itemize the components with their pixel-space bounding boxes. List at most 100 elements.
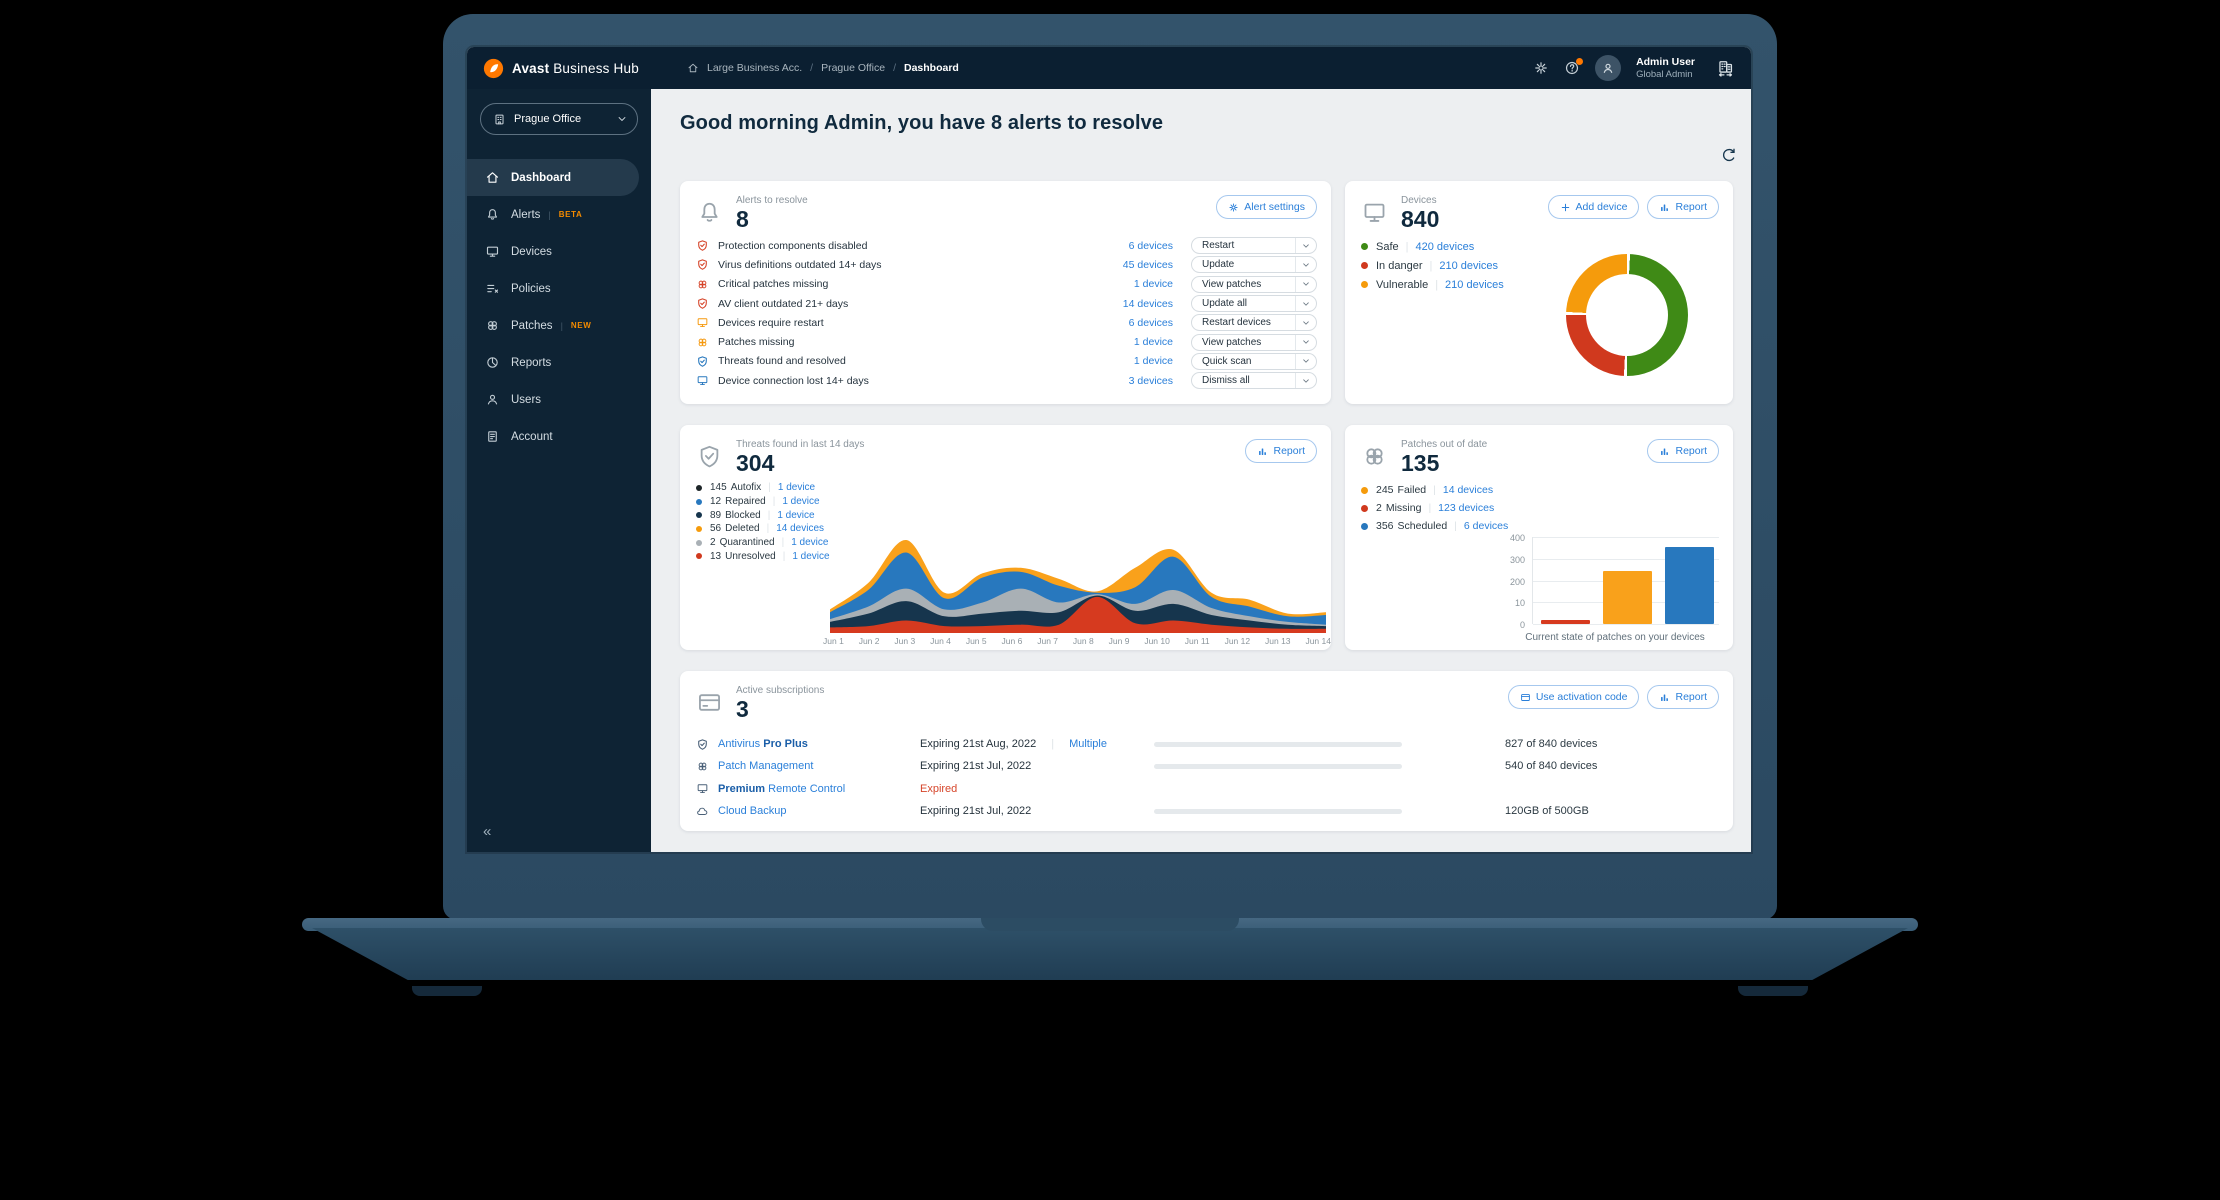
multiple-link[interactable]: Multiple (1069, 738, 1107, 751)
legend-devices-link[interactable]: 1 device (777, 482, 816, 494)
legend-devices-link[interactable]: 14 devices (776, 523, 825, 535)
legend-label: In danger (1376, 259, 1423, 272)
sidebar-item-alerts[interactable]: Alerts | BETA (467, 196, 639, 233)
subscription-name-link[interactable]: Premium Remote Control (718, 782, 846, 795)
card-label: Active subscriptions (736, 685, 825, 696)
sidebar-item-reports[interactable]: Reports (467, 344, 639, 381)
policies-icon (485, 281, 500, 296)
legend-dot (1361, 486, 1368, 494)
subscription-row: Patch Management Expiring 21st Jul, 2022 5… (696, 755, 1717, 777)
alert-action-dropdown[interactable]: Quick scan (1191, 352, 1317, 370)
sidebar-item-account[interactable]: Account (467, 418, 639, 455)
monitor-icon (696, 782, 709, 795)
org-selector[interactable]: Prague Office (480, 103, 638, 135)
legend-devices-link[interactable]: 1 device (792, 550, 830, 562)
legend-devices-link[interactable]: 1 device (782, 496, 820, 508)
legend-devices-link[interactable]: 6 devices (1463, 520, 1509, 532)
devices-card-header: Devices 840 (1361, 195, 1439, 232)
threats-report-button[interactable]: Report (1245, 439, 1317, 463)
legend-divider: | (1433, 484, 1436, 496)
legend-count: 2 (1376, 502, 1382, 514)
alert-devices-link[interactable]: 6 devices (1128, 316, 1173, 329)
alert-text: Patches missing (718, 336, 795, 349)
legend-label: Blocked (725, 509, 761, 521)
card-value: 840 (1401, 206, 1440, 232)
alert-settings-button[interactable]: Alert settings (1216, 195, 1317, 219)
alert-text: AV client outdated 21+ days (718, 297, 849, 310)
alert-action-dropdown[interactable]: View patches (1191, 275, 1317, 293)
subscription-expiry: Expired (920, 782, 958, 795)
legend-devices-link[interactable]: 14 devices (1442, 484, 1494, 496)
legend-divider: | (1454, 520, 1457, 532)
legend-count: 145 (710, 482, 727, 494)
badge-divider: | (548, 209, 551, 220)
sidebar-item-label: Users (511, 393, 542, 406)
legend-devices-link[interactable]: 1 device (777, 509, 815, 521)
legend-label: Vulnerable (1376, 278, 1429, 291)
chevron-down-icon (1295, 334, 1316, 350)
brand-name: Avast Business Hub (512, 60, 639, 76)
alert-devices-link[interactable]: 1 device (1133, 336, 1173, 349)
add-device-button[interactable]: Add device (1547, 195, 1640, 219)
alert-action-dropdown[interactable]: Restart devices (1191, 314, 1317, 332)
legend-label: Repaired (725, 496, 766, 508)
alert-text: Threats found and resolved (718, 355, 846, 368)
credit-card-icon (1520, 692, 1531, 703)
alert-action-dropdown[interactable]: Update (1191, 256, 1317, 274)
alert-devices-link[interactable]: 14 devices (1122, 297, 1173, 310)
legend-devices-link[interactable]: 123 devices (1438, 502, 1495, 514)
avatar[interactable] (1595, 55, 1622, 81)
alert-row: Device connection lost 14+ days 3 devices… (696, 371, 1317, 390)
refresh-icon[interactable] (1721, 147, 1737, 163)
sidebar-item-patches[interactable]: Patches | NEW (467, 307, 639, 344)
alert-action-dropdown[interactable]: View patches (1191, 333, 1317, 351)
legend-count: 245 (1376, 484, 1394, 496)
x-axis-label: Jun 7 (1037, 636, 1059, 646)
gear-icon (1228, 202, 1239, 213)
x-axis-label: Jun 6 (1001, 636, 1023, 646)
subscription-row: Cloud Backup Expiring 21st Jul, 2022 120GB… (696, 800, 1717, 822)
subscription-usage: 827 of 840 devices (1505, 738, 1598, 751)
legend-devices-link[interactable]: 210 devices (1445, 278, 1504, 291)
breadcrumb-item[interactable]: Prague Office (821, 62, 886, 74)
sidebar-item-dashboard[interactable]: Dashboard (467, 159, 639, 196)
legend-divider: | (768, 482, 771, 494)
patches-report-button[interactable]: Report (1647, 439, 1719, 463)
alert-action-dropdown[interactable]: Dismiss all (1191, 372, 1317, 390)
sidebar-item-policies[interactable]: Policies (467, 270, 639, 307)
alert-devices-link[interactable]: 3 devices (1128, 374, 1173, 387)
subscription-name-link[interactable]: Antivirus Pro Plus (718, 738, 808, 751)
sidebar: Prague Office Dashboard Alerts | BETA Device… (467, 89, 651, 852)
alert-devices-link[interactable]: 6 devices (1128, 239, 1173, 252)
alerts-card-header: Alerts to resolve 8 (696, 195, 808, 232)
bar-chart-icon (1257, 446, 1268, 457)
settings-gear-icon[interactable] (1533, 60, 1549, 76)
legend-label: Autofix (730, 482, 762, 494)
devices-report-button[interactable]: Report (1647, 195, 1719, 219)
subscription-name-link[interactable]: Cloud Backup (718, 805, 787, 818)
sidebar-collapse-icon[interactable]: « (483, 823, 492, 840)
legend-devices-link[interactable]: 420 devices (1415, 240, 1475, 253)
card-label: Patches out of date (1401, 439, 1488, 450)
subscription-name-link[interactable]: Patch Management (718, 760, 814, 773)
alert-devices-link[interactable]: 45 devices (1122, 258, 1173, 271)
subscriptions-report-button[interactable]: Report (1647, 685, 1719, 709)
dashboard-cards: Alerts to resolve 8 Alert settings (680, 181, 1733, 831)
sidebar-item-users[interactable]: Users (467, 381, 639, 418)
legend-devices-link[interactable]: 1 device (791, 537, 829, 549)
building-icon (493, 113, 506, 126)
alert-devices-link[interactable]: 1 device (1133, 278, 1173, 291)
brand: Avast Business Hub (483, 58, 651, 79)
legend-devices-link[interactable]: 210 devices (1439, 259, 1499, 272)
breadcrumb-item[interactable]: Large Business Acc. (707, 62, 803, 74)
org-switch-icon[interactable] (1716, 59, 1735, 78)
sidebar-item-devices[interactable]: Devices (467, 233, 639, 270)
alert-action-dropdown[interactable]: Update all (1191, 295, 1317, 313)
alert-devices-link[interactable]: 1 device (1133, 355, 1173, 368)
sidebar-item-label: Patches (511, 319, 553, 332)
alert-action-dropdown[interactable]: Restart (1191, 237, 1317, 255)
help-icon[interactable] (1564, 58, 1584, 76)
legend-count: 2 (710, 537, 716, 549)
bar-chart-icon (1659, 202, 1670, 213)
use-activation-code-button[interactable]: Use activation code (1507, 685, 1640, 709)
